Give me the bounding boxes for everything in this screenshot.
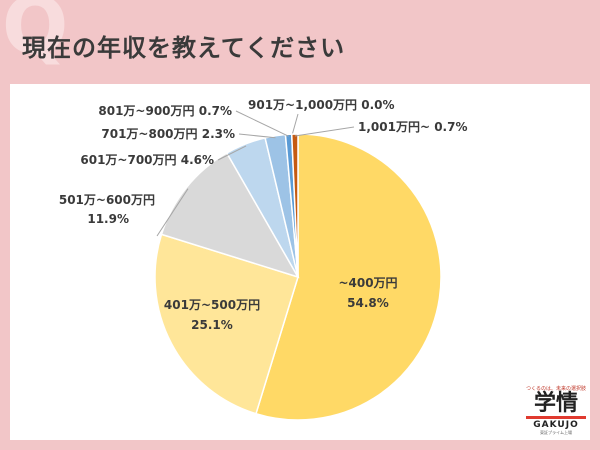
slice-label: 501万~600万円 — [59, 193, 155, 207]
q-mark: Q — [2, 0, 69, 72]
logo-tagline: つくるのは、未来の選択肢 — [526, 385, 586, 392]
pie-slice — [154, 233, 299, 415]
slice-label: 801万~900万円 0.7% — [98, 104, 232, 118]
slice-label: 901万~1,000万円 0.0% — [248, 98, 395, 112]
slice-value: 0.0% — [361, 98, 394, 112]
slice-value: 11.9% — [87, 212, 129, 226]
slice-value: 2.3% — [202, 127, 235, 141]
slice-label-text: 601万~700万円 — [80, 153, 180, 167]
page-title: 現在の年収を教えてください — [22, 34, 346, 62]
slice-label: 1,001万円~ 0.7% — [358, 120, 467, 134]
logo-sub: GAKUJO — [533, 420, 579, 430]
slice-label-text: 1,001万円~ — [358, 120, 434, 134]
logo-bar — [526, 416, 586, 419]
slice-value: 0.7% — [199, 104, 232, 118]
leader-line — [156, 188, 189, 237]
pie-slice — [290, 133, 299, 278]
pie-slice — [160, 151, 300, 279]
slice-value: 0.7% — [434, 120, 467, 134]
slice-label-text: 801万~900万円 — [98, 104, 198, 118]
slice-label-text: 701万~800万円 — [101, 127, 201, 141]
slice-value: 4.6% — [181, 153, 214, 167]
slice-value: 25.1% — [191, 318, 233, 332]
slice-label: 401万~500万円 — [164, 298, 260, 312]
logo-small: 東証プライム上場 — [540, 430, 572, 435]
leader-line — [238, 133, 276, 139]
gakujo-logo: つくるのは、未来の選択肢 学情 GAKUJO 東証プライム上場 — [522, 385, 590, 436]
leader-line — [235, 110, 289, 137]
slice-label: 701万~800万円 2.3% — [101, 127, 235, 141]
slice-label: 601万~700万円 4.6% — [80, 153, 214, 167]
slice-value: 54.8% — [347, 296, 389, 310]
leader-line — [294, 126, 355, 137]
slice-label: ~400万円 — [338, 276, 397, 290]
pie-slice — [255, 133, 442, 421]
logo-main: 学情 — [533, 390, 578, 416]
slice-label-text: 901万~1,000万円 — [248, 98, 361, 112]
leader-line — [217, 145, 247, 161]
leader-line — [291, 113, 299, 137]
